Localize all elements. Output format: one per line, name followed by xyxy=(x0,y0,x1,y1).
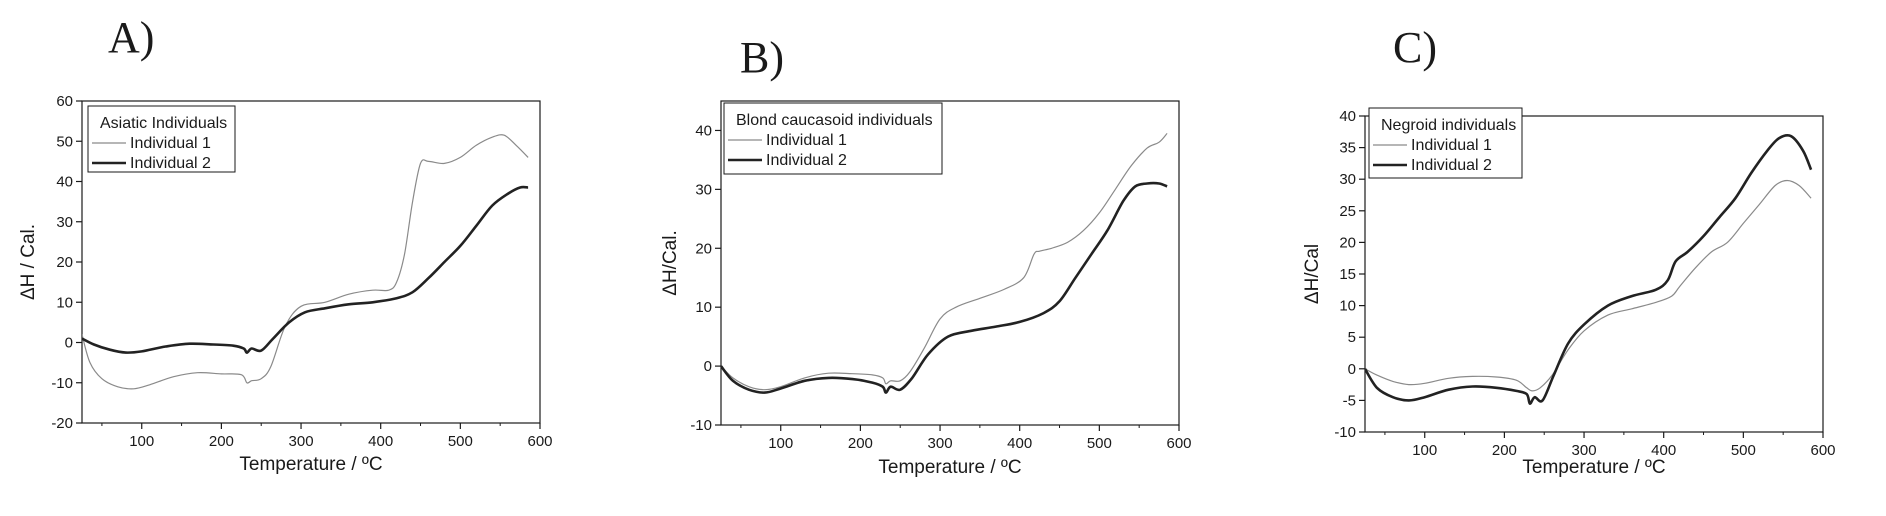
y-tick-label: 35 xyxy=(1339,140,1356,157)
series-line-1 xyxy=(1365,179,1812,392)
y-tick-label: -10 xyxy=(1334,424,1356,441)
x-axis-label: Temperature / ºC xyxy=(1522,457,1665,478)
y-tick-label: 0 xyxy=(65,335,73,352)
legend-entry-1: Individual 1 xyxy=(130,135,211,152)
legend-entry-1: Individual 1 xyxy=(766,132,847,149)
series-line-1 xyxy=(82,134,529,390)
panel-label: B) xyxy=(740,33,784,82)
y-axis-label: ΔH / Cal. xyxy=(18,224,39,300)
panel-label: A) xyxy=(108,13,154,62)
y-tick-label: 30 xyxy=(695,181,712,198)
chart-panel-a: A) 100 200 300 400 500 600 -20 -10 0 10 20 30 40 50 60 T… xyxy=(18,13,553,475)
series-line-1 xyxy=(721,132,1168,391)
y-tick-label: -20 xyxy=(51,415,73,432)
x-tick-label: 300 xyxy=(1572,442,1597,459)
x-tick-label: 600 xyxy=(1810,442,1835,459)
y-tick-label: 40 xyxy=(56,174,73,191)
y-tick-label: 25 xyxy=(1339,203,1356,220)
legend-entry-2: Individual 2 xyxy=(766,152,847,169)
y-tick-label: 20 xyxy=(56,254,73,271)
y-tick-label: 10 xyxy=(695,299,712,316)
x-tick-label: 400 xyxy=(368,433,393,450)
y-tick-label: 50 xyxy=(56,133,73,150)
x-tick-label: 300 xyxy=(928,435,953,452)
x-tick-label: 300 xyxy=(289,433,314,450)
y-tick-label: 20 xyxy=(1339,234,1356,251)
legend-title: Blond caucasoid individuals xyxy=(736,112,933,129)
x-tick-label: 100 xyxy=(1412,442,1437,459)
x-tick-label: 200 xyxy=(1492,442,1517,459)
legend-entry-1: Individual 1 xyxy=(1411,137,1492,154)
panel-label: C) xyxy=(1393,23,1437,72)
x-tick-label: 600 xyxy=(527,433,552,450)
x-tick-label: 500 xyxy=(1087,435,1112,452)
y-tick-label: 5 xyxy=(1348,329,1356,346)
x-tick-label: 100 xyxy=(129,433,154,450)
chart-panel-b: B) 100 200 300 400 500 600 -10 0 10 20 30 40 Temperat… xyxy=(660,33,1192,478)
y-tick-label: 10 xyxy=(1339,298,1356,315)
y-tick-label: 30 xyxy=(56,214,73,231)
y-tick-label: -5 xyxy=(1343,392,1356,409)
legend-entry-2: Individual 2 xyxy=(130,155,211,172)
y-tick-label: 30 xyxy=(1339,171,1356,188)
plot-frame xyxy=(720,100,1180,426)
legend-box xyxy=(1368,107,1523,179)
legend-box xyxy=(723,102,943,175)
y-tick-label: 10 xyxy=(56,294,73,311)
x-tick-label: 600 xyxy=(1166,435,1191,452)
x-tick-label: 200 xyxy=(848,435,873,452)
x-tick-label: 500 xyxy=(448,433,473,450)
y-tick-label: 20 xyxy=(695,240,712,257)
x-axis-label: Temperature / ºC xyxy=(239,454,382,475)
x-tick-label: 400 xyxy=(1651,442,1676,459)
y-tick-label: 40 xyxy=(1339,108,1356,125)
x-tick-label: 500 xyxy=(1731,442,1756,459)
x-tick-label: 400 xyxy=(1007,435,1032,452)
series-line-2 xyxy=(721,181,1168,394)
x-axis-label: Temperature / ºC xyxy=(878,457,1021,478)
y-tick-label: 0 xyxy=(704,358,712,375)
legend-title: Asiatic Individuals xyxy=(100,115,227,132)
series-line-2 xyxy=(82,185,529,354)
y-axis-label: ΔH/Cal. xyxy=(660,230,681,295)
x-tick-label: 100 xyxy=(768,435,793,452)
series-line-2 xyxy=(1365,133,1813,405)
y-tick-label: 60 xyxy=(56,93,73,110)
y-tick-label: -10 xyxy=(690,417,712,434)
legend-title: Negroid individuals xyxy=(1381,117,1516,134)
x-tick-label: 200 xyxy=(209,433,234,450)
y-axis-label: ΔH/Cal xyxy=(1302,244,1323,304)
legend-box xyxy=(87,105,236,173)
chart-panel-c: C) 100 200 300 400 500 600 -10 -5 0 5 10 15 20 25 30 35 4… xyxy=(1302,23,1836,478)
y-tick-label: -10 xyxy=(51,375,73,392)
y-tick-label: 0 xyxy=(1348,361,1356,378)
y-tick-label: 15 xyxy=(1339,266,1356,283)
y-tick-label: 40 xyxy=(695,122,712,139)
legend-entry-2: Individual 2 xyxy=(1411,157,1492,174)
